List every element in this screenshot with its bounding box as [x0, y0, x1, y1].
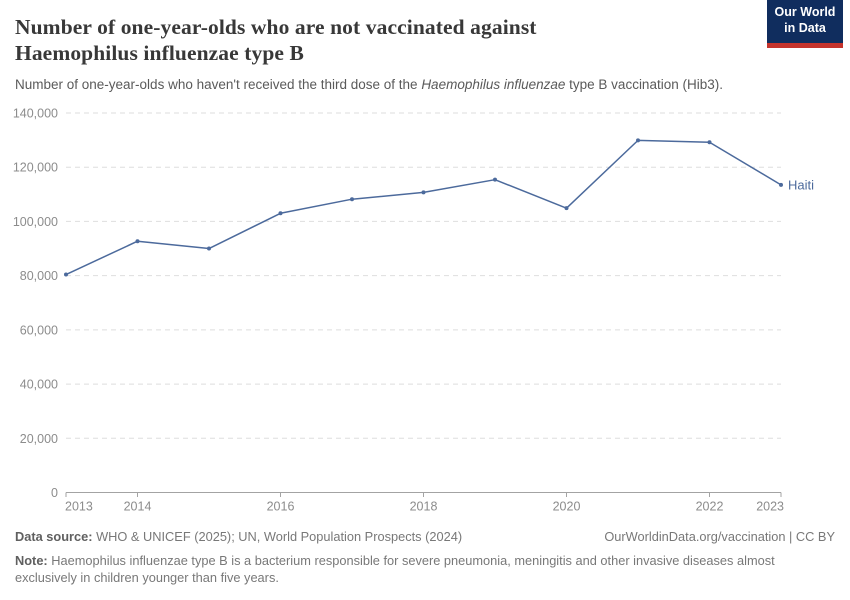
note-label: Note: [15, 552, 48, 568]
y-tick-label: 40,000 [20, 378, 58, 392]
data-source-text: WHO & UNICEF (2025); UN, World Populatio… [96, 529, 463, 544]
y-tick-label: 80,000 [20, 269, 58, 283]
data-point[interactable] [64, 272, 68, 277]
data-point[interactable] [564, 206, 569, 211]
subtitle-text-suffix: type B vaccination (Hib3). [565, 76, 723, 92]
data-point[interactable] [493, 177, 497, 182]
license-link[interactable]: OurWorldinData.org/vaccination | CC BY [604, 529, 835, 544]
data-point[interactable] [636, 138, 640, 143]
chart-header: Number of one-year-olds who are not vacc… [0, 0, 850, 92]
data-source: Data source: WHO & UNICEF (2025); UN, Wo… [15, 529, 462, 546]
logo-line-2: in Data [784, 21, 826, 36]
x-tick-label: 2018 [410, 500, 438, 514]
y-tick-label: 0 [51, 486, 58, 500]
x-tick-label: 2016 [267, 500, 295, 514]
data-point[interactable] [135, 239, 140, 244]
subtitle-italic-text: Haemophilus influenzae [421, 76, 566, 92]
y-tick-label: 20,000 [20, 432, 58, 446]
x-tick-label: 2013 [65, 500, 93, 514]
y-tick-label: 120,000 [13, 161, 58, 175]
haiti-line[interactable] [65, 139, 782, 276]
data-source-label: Data source: [15, 529, 93, 544]
chart-footer: Data source: WHO & UNICEF (2025); UN, Wo… [15, 529, 835, 587]
logo-line-1: Our World [774, 5, 836, 19]
data-point[interactable] [207, 246, 211, 251]
y-tick-label: 100,000 [13, 215, 58, 229]
title-line-1: Number of one-year-olds who are not vacc… [15, 15, 537, 39]
chart-subtitle: Number of one-year-olds who haven't rece… [15, 77, 835, 92]
x-tick-label: 2014 [124, 500, 152, 514]
x-tick-label: 2022 [696, 500, 724, 514]
x-tick-label: 2023 [756, 500, 784, 514]
title-line-2: Haemophilus influenzae type B [15, 41, 304, 66]
data-point[interactable] [350, 197, 354, 202]
series-end-label[interactable]: Haiti [788, 177, 814, 192]
chart-note: Note: Haemophilus influenzae type B is a… [15, 553, 835, 587]
y-tick-label: 60,000 [20, 323, 58, 337]
data-point[interactable] [707, 140, 712, 145]
owid-logo[interactable]: Our World in Data [767, 0, 843, 48]
x-tick-label: 2020 [553, 500, 581, 514]
y-tick-label: 140,000 [13, 107, 58, 121]
subtitle-text: Number of one-year-olds who haven't rece… [15, 76, 422, 92]
page-title: Number of one-year-olds who are not vacc… [15, 14, 835, 67]
data-point[interactable] [779, 182, 783, 187]
data-point[interactable] [421, 190, 426, 195]
data-point[interactable] [278, 211, 283, 216]
note-text: Haemophilus influenzae type B is a bacte… [15, 552, 775, 585]
